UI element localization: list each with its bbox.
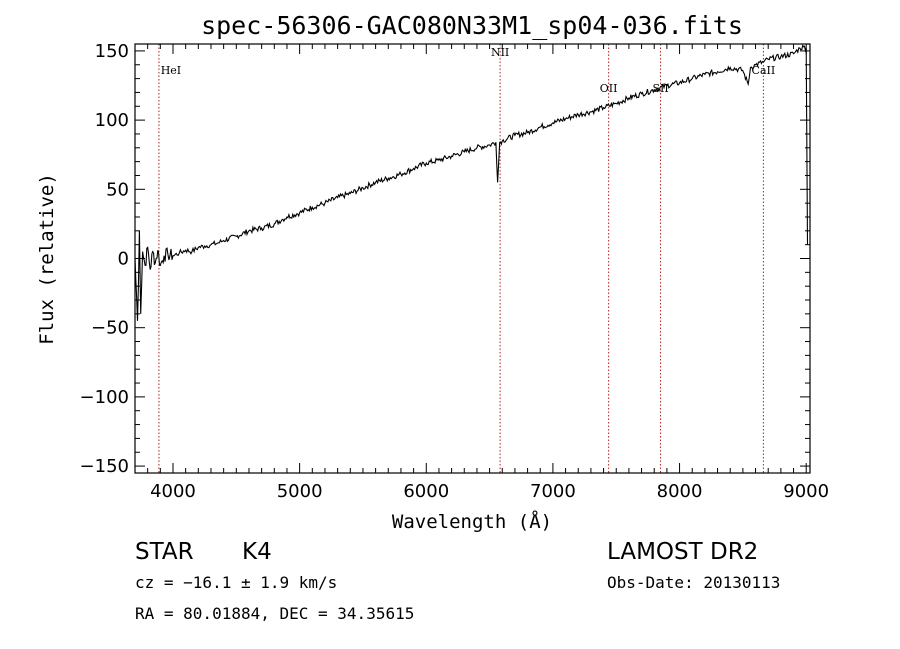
spectrum-series-line xyxy=(134,44,809,321)
y-tick-label: 100 xyxy=(95,110,129,131)
plot-frame xyxy=(134,43,811,474)
x-axis-label: Wavelength (Å) xyxy=(392,510,552,533)
marker-label-caii: CaII xyxy=(752,64,776,77)
spectral-line-markers: HeI NII OII SII CaII xyxy=(158,44,776,473)
x-tick-label: 5000 xyxy=(277,481,323,502)
y-tick-label: 150 xyxy=(95,41,129,62)
x-tick-label: 8000 xyxy=(657,481,703,502)
x-axis-ticks: 4000 5000 6000 7000 8000 9000 xyxy=(147,44,829,502)
x-tick-label: 7000 xyxy=(530,481,576,502)
y-tick-label: −50 xyxy=(91,318,129,339)
y-tick-label: −150 xyxy=(80,456,129,477)
marker-label-nii: NII xyxy=(491,46,509,59)
y-axis-label: Flux (relative) xyxy=(36,173,58,345)
plot-area: HeI NII OII SII CaII 4000 5000 6000 7000 8000 900… xyxy=(80,41,830,502)
observation-date: Obs-Date: 20130113 xyxy=(607,573,780,592)
y-tick-label: 50 xyxy=(106,179,129,200)
object-class: STAR xyxy=(135,539,194,565)
marker-label-sii: SII xyxy=(652,82,668,95)
x-tick-label: 9000 xyxy=(783,481,829,502)
y-tick-label: 0 xyxy=(118,249,129,270)
ra-dec-coordinates: RA = 80.01884, DEC = 34.35615 xyxy=(135,604,414,623)
x-tick-label: 6000 xyxy=(403,481,449,502)
y-tick-label: −100 xyxy=(80,387,129,408)
marker-label-oii: OII xyxy=(600,82,618,95)
survey-name: LAMOST DR2 xyxy=(607,539,758,565)
chart-title: spec-56306-GAC080N33M1_sp04-036.fits xyxy=(201,11,743,40)
y-axis-ticks: −150 −100 −50 0 50 100 150 xyxy=(80,41,810,477)
redshift-cz: cz = −16.1 ± 1.9 km/s xyxy=(135,573,337,592)
x-tick-label: 4000 xyxy=(150,481,196,502)
marker-label-hei: HeI xyxy=(161,64,181,77)
object-subclass: K4 xyxy=(242,539,272,565)
